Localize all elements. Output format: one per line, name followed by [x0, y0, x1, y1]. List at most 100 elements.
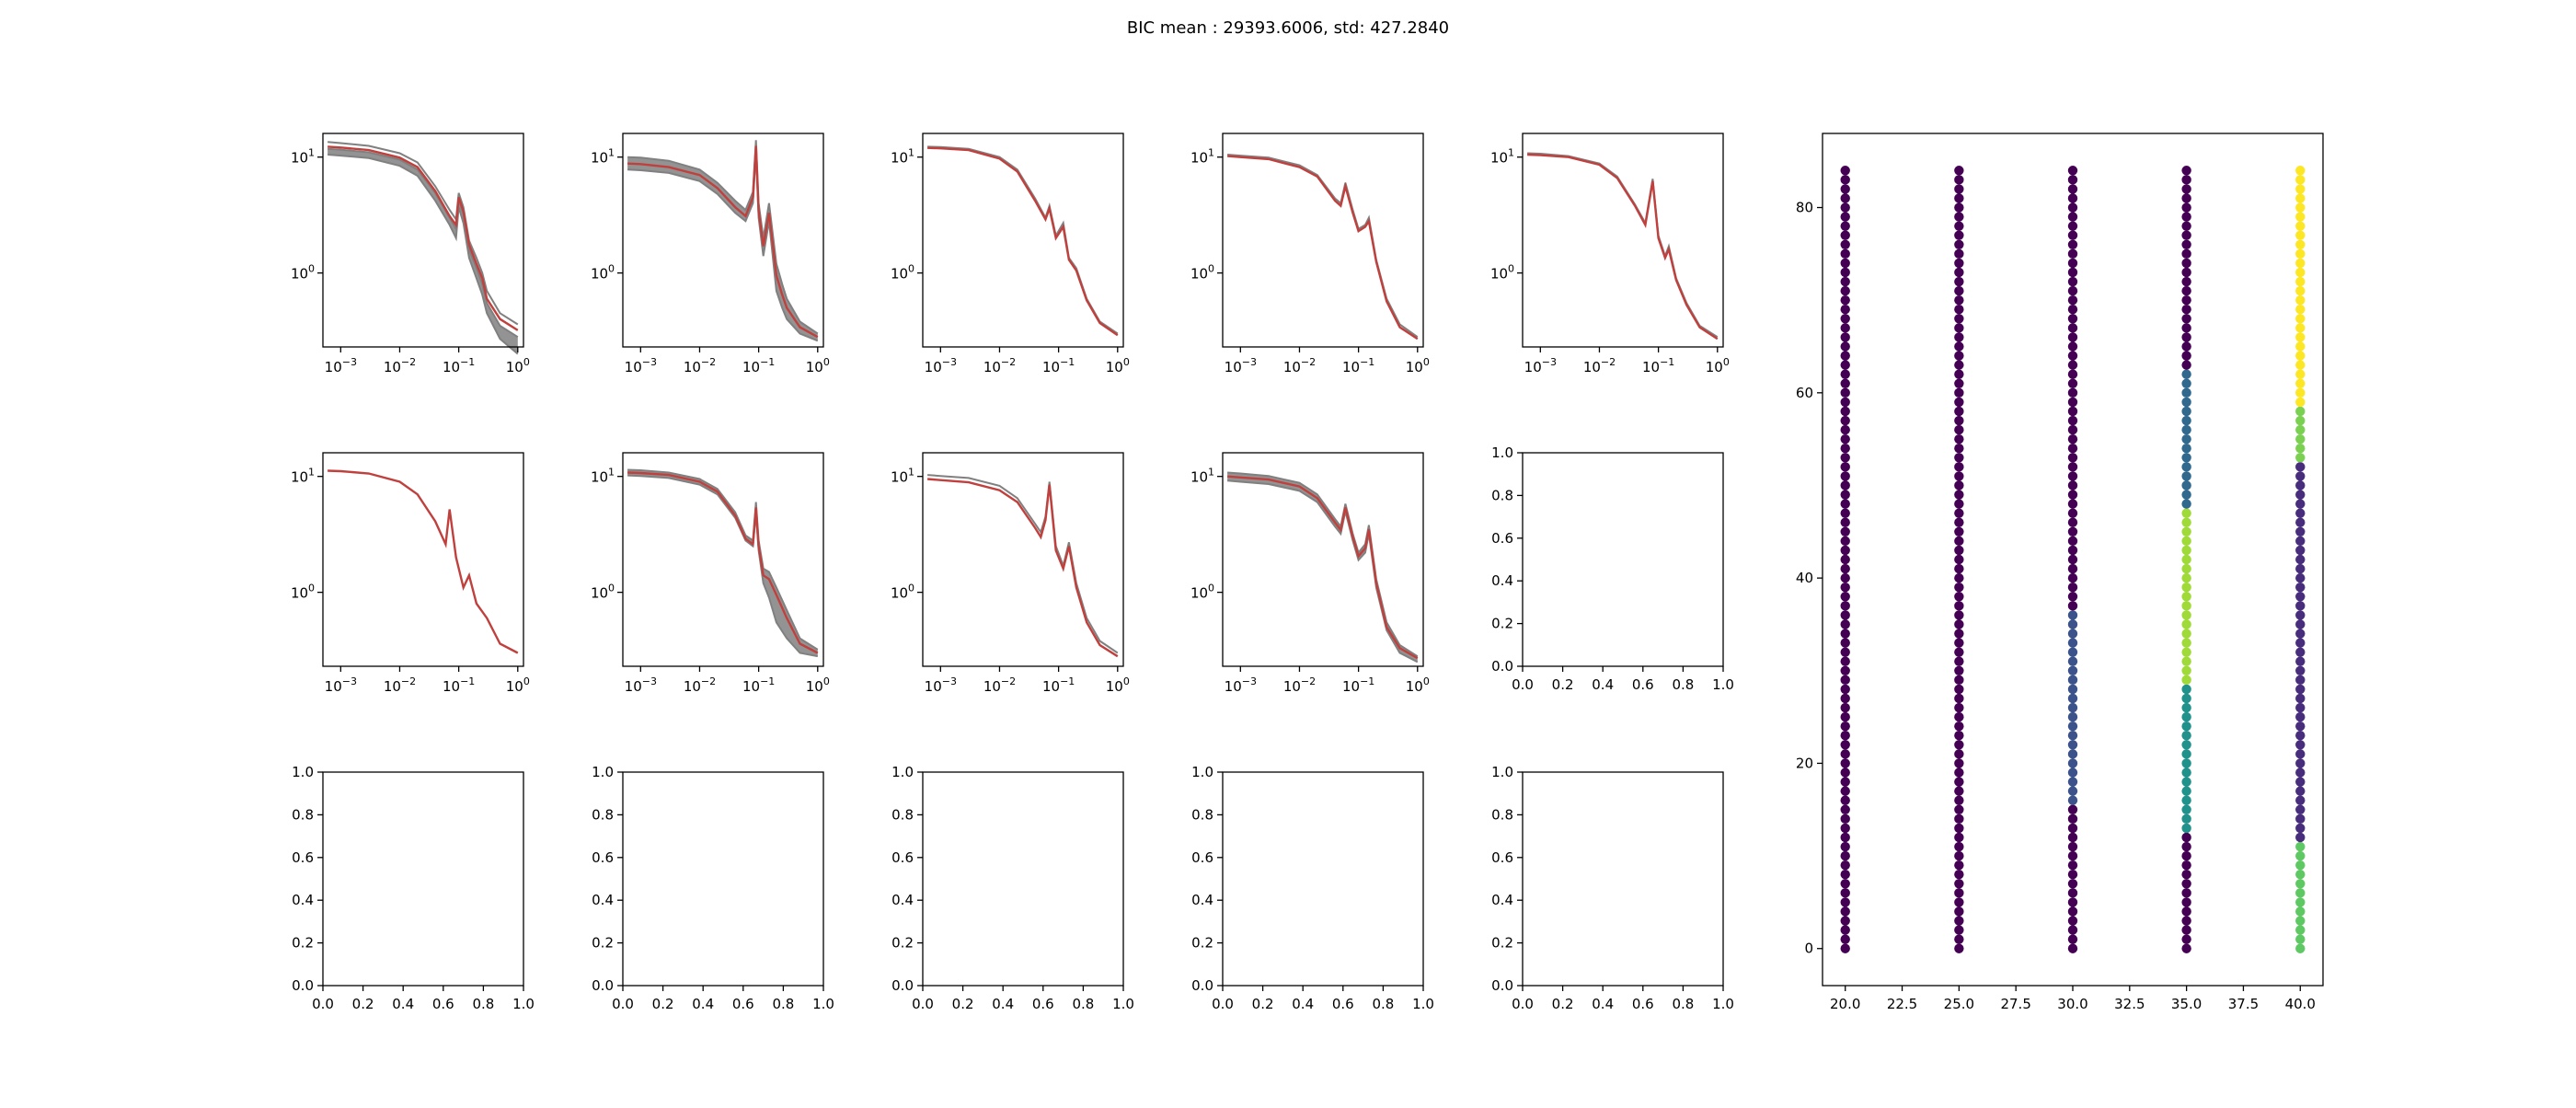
scatter-point	[2295, 823, 2306, 834]
y-tick-label: 101	[591, 147, 615, 167]
scatter-point	[2067, 294, 2078, 306]
scatter-point	[2295, 212, 2306, 222]
scatter-point	[1954, 768, 1964, 778]
y-tick-label: 100	[1190, 263, 1214, 283]
scatter-point	[1840, 433, 1850, 444]
axes-frame	[1222, 771, 1424, 987]
scatter-point	[1840, 360, 1850, 370]
x-tick-label: 35.0	[2171, 996, 2202, 1012]
scatter-point	[2295, 499, 2306, 509]
scatter-point	[1840, 711, 1850, 722]
scatter-point	[2067, 248, 2078, 260]
scatter-point	[1840, 424, 1850, 435]
x-tick-label: 100	[806, 356, 830, 375]
x-tick-label: 0.0	[1212, 996, 1234, 1012]
scatter-point	[1954, 433, 1964, 444]
scatter-point	[2295, 841, 2306, 852]
scatter-point	[2067, 415, 2078, 426]
scatter-point	[1840, 702, 1850, 713]
scatter-point	[2295, 397, 2306, 408]
x-tick-label: 0.8	[1072, 996, 1094, 1012]
scatter-point	[2181, 638, 2191, 648]
axes-frame	[622, 771, 824, 987]
x-tick-label: 100	[806, 675, 830, 695]
scatter-point	[2295, 462, 2306, 472]
y-tick-label: 0.8	[292, 806, 314, 823]
x-tick-label: 0.0	[1512, 996, 1534, 1012]
scatter-point	[2067, 731, 2078, 741]
scatter-point	[1840, 731, 1850, 741]
scatter-point	[2295, 517, 2306, 527]
scatter-point	[1954, 508, 1964, 518]
scatter-point	[2181, 592, 2191, 602]
x-tick-label: 0.4	[992, 996, 1014, 1012]
scatter-point	[1840, 572, 1850, 583]
scatter-point	[2181, 360, 2191, 370]
scatter-point	[1840, 740, 1850, 750]
scatter-point	[1954, 563, 1964, 574]
scatter-point	[2181, 175, 2191, 185]
scatter-point	[1954, 841, 1964, 852]
scatter-point	[2181, 332, 2191, 342]
scatter-point	[2181, 693, 2191, 704]
y-tick-label: 0.8	[1191, 806, 1213, 823]
x-tick-label: 0.4	[1292, 996, 1314, 1012]
scatter-point	[2181, 239, 2191, 249]
scatter-point	[2295, 387, 2306, 398]
axes-frame	[922, 771, 1124, 987]
scatter-point	[2295, 656, 2306, 666]
scatter-point	[2295, 850, 2306, 861]
scatter-point	[1840, 517, 1850, 527]
scatter-point	[2295, 647, 2306, 657]
scatter-point	[2067, 424, 2078, 435]
scatter-point	[2295, 879, 2306, 889]
x-tick-label: 10−3	[325, 675, 357, 695]
scatter-point	[2067, 230, 2078, 240]
x-tick-label: 10−3	[625, 356, 657, 375]
y-tick-label: 1.0	[891, 764, 914, 780]
scatter-point	[2067, 323, 2078, 333]
scatter-point	[2181, 453, 2191, 463]
scatter-point	[2181, 804, 2191, 814]
scatter-point	[2295, 768, 2306, 778]
x-tick-label: 10−2	[684, 356, 716, 375]
scatter-point	[1954, 248, 1964, 260]
scatter-point	[1840, 387, 1850, 398]
axes-frame	[622, 452, 824, 667]
y-tick-label: 0.0	[1491, 977, 1513, 994]
scatter-point	[1954, 804, 1964, 814]
scatter-point	[1954, 323, 1964, 333]
scatter-point	[1954, 499, 1964, 509]
scatter-point	[2067, 166, 2078, 176]
y-tick-label: 101	[1190, 467, 1214, 486]
scatter-point	[1840, 897, 1850, 907]
series-mean-line	[927, 146, 1119, 337]
scatter-point	[2181, 888, 2191, 898]
scatter-point	[1840, 285, 1850, 296]
scatter-point	[1840, 453, 1850, 463]
scatter-point	[1840, 665, 1850, 675]
scatter-point	[1840, 684, 1850, 695]
scatter-point	[2067, 795, 2078, 805]
scatter-point	[2067, 397, 2078, 408]
scatter-point	[1954, 212, 1964, 222]
scatter-point	[2067, 665, 2078, 675]
y-tick-label: 0.6	[891, 849, 914, 866]
scatter-point	[1840, 879, 1850, 889]
scatter-point	[2295, 897, 2306, 907]
series-line	[328, 147, 519, 339]
scatter-point	[2295, 601, 2306, 611]
scatter-point	[1954, 258, 1964, 269]
scatter-point	[1954, 378, 1964, 388]
series-line	[627, 140, 819, 335]
scatter-point	[1954, 684, 1964, 695]
scatter-point	[2067, 453, 2078, 463]
x-tick-label: 37.5	[2228, 996, 2259, 1012]
scatter-point	[1840, 619, 1850, 629]
x-tick-label: 0.6	[1032, 996, 1054, 1012]
scatter-point	[1840, 508, 1850, 518]
scatter-point	[2295, 323, 2306, 333]
scatter-point	[1840, 638, 1850, 648]
y-tick-label: 0.2	[1491, 935, 1513, 952]
